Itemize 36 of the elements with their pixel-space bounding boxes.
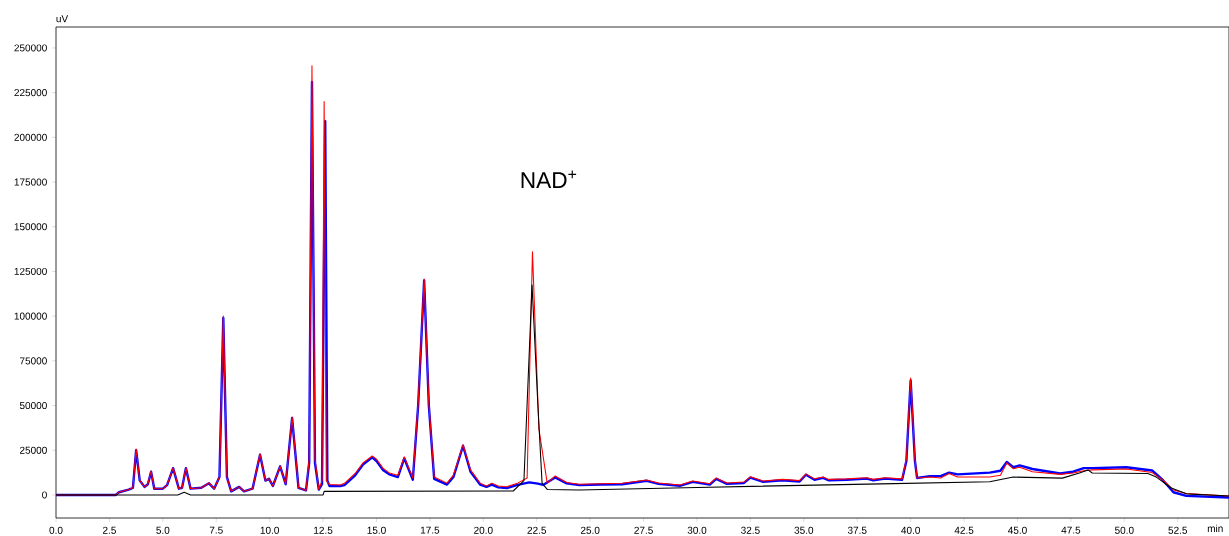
y-tick-label: 200000 <box>14 133 47 141</box>
y-tick-label: 225000 <box>14 89 47 97</box>
x-tick-label: 20.0 <box>474 526 493 534</box>
x-tick-label: 15.0 <box>367 526 386 534</box>
x-tick-label: 2.5 <box>102 526 116 534</box>
y-tick-label: 125000 <box>14 267 47 275</box>
x-tick-label: 50.0 <box>1114 526 1134 534</box>
annotation: NAD$^{+}$ <box>521 170 577 188</box>
y-tick-label: 75000 <box>20 357 47 365</box>
y-tick-label: 150000 <box>14 223 47 231</box>
x-tick-label: 27.5 <box>634 526 653 534</box>
x-tick-label: 45.0 <box>1007 526 1027 534</box>
y-tick-label: 0 <box>42 491 47 499</box>
x-tick-label: 37.5 <box>847 526 867 534</box>
y-tick-label: 250000 <box>14 44 47 52</box>
x-tick-label: 0.0 <box>49 526 63 534</box>
x-tick-label: 22.5 <box>527 526 547 534</box>
y-axis-title: uV <box>56 15 69 23</box>
x-tick-label: 12.5 <box>314 526 333 534</box>
x-tick-label: 42.5 <box>954 526 974 534</box>
y-tick-label: 25000 <box>19 446 47 454</box>
x-tick-label: 5.0 <box>156 526 170 534</box>
x-tick-label: 7.5 <box>209 526 223 534</box>
y-tick-label: 175000 <box>14 178 47 186</box>
x-tick-label: 32.5 <box>741 526 760 534</box>
y-tick-label: 50000 <box>19 401 47 410</box>
x-tick-label: 52.5 <box>1168 526 1188 534</box>
x-tick-label: 10.0 <box>260 526 279 534</box>
x-tick-label: 35.0 <box>794 526 814 534</box>
x-tick-label: 25.0 <box>580 526 600 534</box>
x-tick-label: 40.0 <box>901 526 920 534</box>
y-tick-label: 100000 <box>14 312 47 320</box>
x-tick-label: 30.0 <box>687 526 707 534</box>
x-tick-label: 47.5 <box>1061 526 1081 534</box>
x-tick-label: 17.5 <box>420 526 440 534</box>
x-axis-title: min <box>1207 524 1223 532</box>
